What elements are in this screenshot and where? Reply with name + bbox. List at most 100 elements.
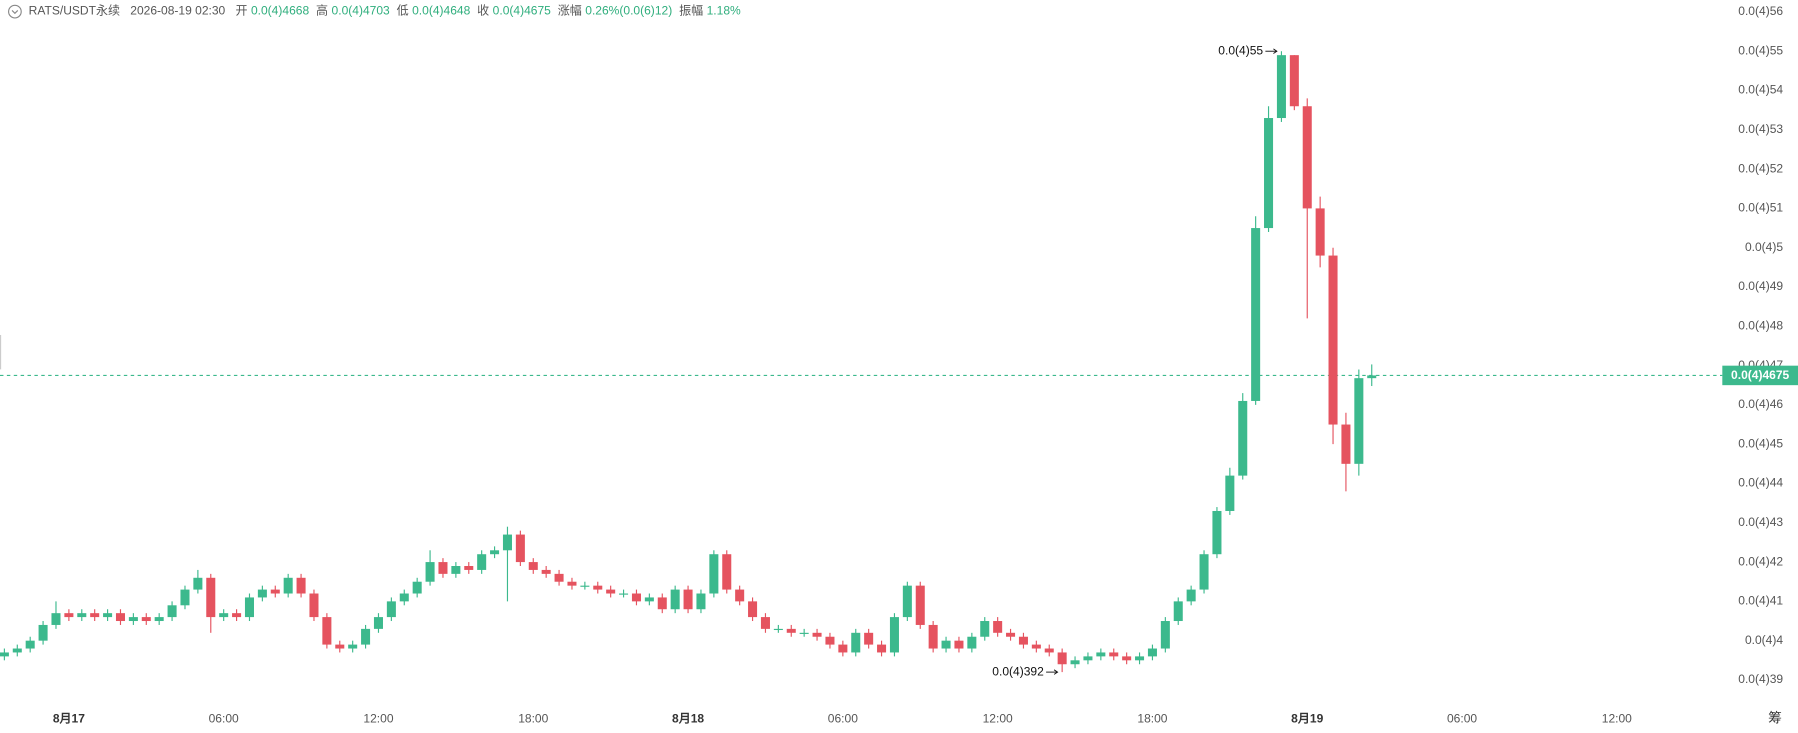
chip-tool[interactable]: 筹	[1768, 710, 1782, 726]
candle-body	[541, 569, 551, 574]
candle-body	[193, 577, 203, 590]
collapse-icon[interactable]	[8, 4, 22, 19]
field-value: 0.0(4)4648	[412, 4, 471, 18]
candle-body	[1173, 601, 1183, 622]
candle-body	[1212, 510, 1222, 555]
candle-body	[515, 534, 525, 563]
candle-body	[1160, 621, 1170, 649]
candle-body	[425, 562, 435, 582]
field-name: 振幅	[679, 3, 703, 18]
candle-body	[709, 554, 719, 594]
field-name: 收	[477, 4, 489, 18]
candle-body	[1276, 55, 1286, 119]
candle-body	[25, 640, 35, 649]
candle-body	[722, 554, 732, 590]
y-tick-label: 0.0(4)45	[1738, 436, 1783, 450]
candle-body	[244, 597, 254, 618]
x-tick-label: 12:00	[1602, 711, 1632, 725]
candle-body	[864, 632, 874, 645]
candle-body	[1057, 652, 1067, 665]
candle-body	[528, 562, 538, 570]
field-name: 高	[316, 3, 328, 18]
candle-body	[1315, 208, 1325, 256]
candle-body	[748, 601, 758, 618]
x-tick-label: 8月19	[1291, 711, 1323, 725]
candle-body	[902, 585, 912, 618]
candle-body	[980, 621, 990, 637]
time: 2026-08-19 02:30	[130, 4, 225, 18]
y-tick-label: 0.0(4)56	[1738, 4, 1783, 18]
candle-body	[1367, 375, 1377, 379]
header: RATS/USDT永续 2026-08-19 02:30 开 0.0(4)4668…	[29, 3, 741, 18]
candle-body	[567, 581, 577, 586]
candle-body	[657, 597, 667, 610]
x-tick-label: 18:00	[1137, 711, 1167, 725]
y-tick-label: 0.0(4)49	[1738, 279, 1783, 293]
candle-body	[554, 573, 564, 582]
candle-body	[373, 617, 383, 629]
candle-body	[838, 644, 848, 653]
candle-body	[502, 534, 512, 551]
symbol: RATS/USDT永续	[29, 4, 120, 18]
candle-body	[606, 589, 616, 594]
candle-body	[38, 624, 48, 641]
candle-body	[670, 589, 680, 610]
candle-body	[773, 628, 783, 631]
y-tick-label: 0.0(4)43	[1738, 515, 1783, 529]
candle-body	[1354, 378, 1364, 464]
candle-body	[154, 617, 164, 622]
label-arrowhead	[1053, 669, 1059, 675]
candle-body	[103, 613, 113, 618]
x-tick-label: 18:00	[518, 711, 548, 725]
candle-body	[180, 589, 190, 606]
field-value: 0.26%(0.0(6)12)	[585, 4, 672, 18]
candle-body	[1238, 400, 1248, 476]
candle-body	[1044, 648, 1054, 653]
candle-body	[12, 648, 22, 653]
field-value: 0.0(4)4668	[251, 4, 310, 18]
x-tick-label: 8月17	[53, 711, 85, 725]
y-tick-label: 0.0(4)46	[1738, 397, 1783, 411]
candle-body	[696, 593, 706, 610]
label-arrowhead	[1273, 48, 1278, 54]
y-tick-label: 0.0(4)54	[1738, 83, 1783, 97]
candle-body	[232, 613, 242, 618]
candle-body	[386, 601, 396, 618]
low-label: 0.0(4)392	[992, 664, 1044, 678]
candle-body	[1147, 648, 1157, 657]
candle-body	[1083, 656, 1093, 661]
field-name: 开	[235, 4, 247, 18]
price-tag-label: 0.0(4)4675	[1731, 368, 1790, 382]
candle-body	[1070, 660, 1080, 665]
candle-body	[348, 644, 358, 649]
candle-body	[580, 585, 590, 587]
y-tick-label: 0.0(4)48	[1738, 318, 1783, 332]
candle-body	[90, 613, 100, 618]
candle-body	[64, 613, 74, 618]
candle-body	[593, 585, 603, 590]
x-tick-label: 8月18	[672, 711, 704, 725]
candle-body	[361, 628, 371, 645]
candle-body	[1006, 632, 1016, 637]
y-tick-label: 0.0(4)51	[1738, 201, 1783, 215]
field-name: 涨幅	[558, 3, 582, 18]
candle-body	[1328, 255, 1338, 425]
candle-body	[283, 577, 293, 594]
candle-body	[128, 617, 138, 622]
candle-body	[889, 617, 899, 653]
candle-body	[1096, 652, 1106, 657]
field-value: 1.18%	[707, 4, 741, 18]
candle-body	[1031, 644, 1041, 649]
candle-body	[851, 632, 861, 653]
divider	[0, 334, 2, 370]
candle-body	[683, 589, 693, 610]
candle-body	[644, 597, 654, 602]
high-label: 0.0(4)55	[1218, 43, 1263, 57]
x-tick-label: 06:00	[828, 711, 858, 725]
candle-body	[1122, 656, 1132, 661]
field-name: 低	[397, 4, 409, 18]
candle-body	[799, 632, 809, 634]
candle-body	[954, 640, 964, 649]
